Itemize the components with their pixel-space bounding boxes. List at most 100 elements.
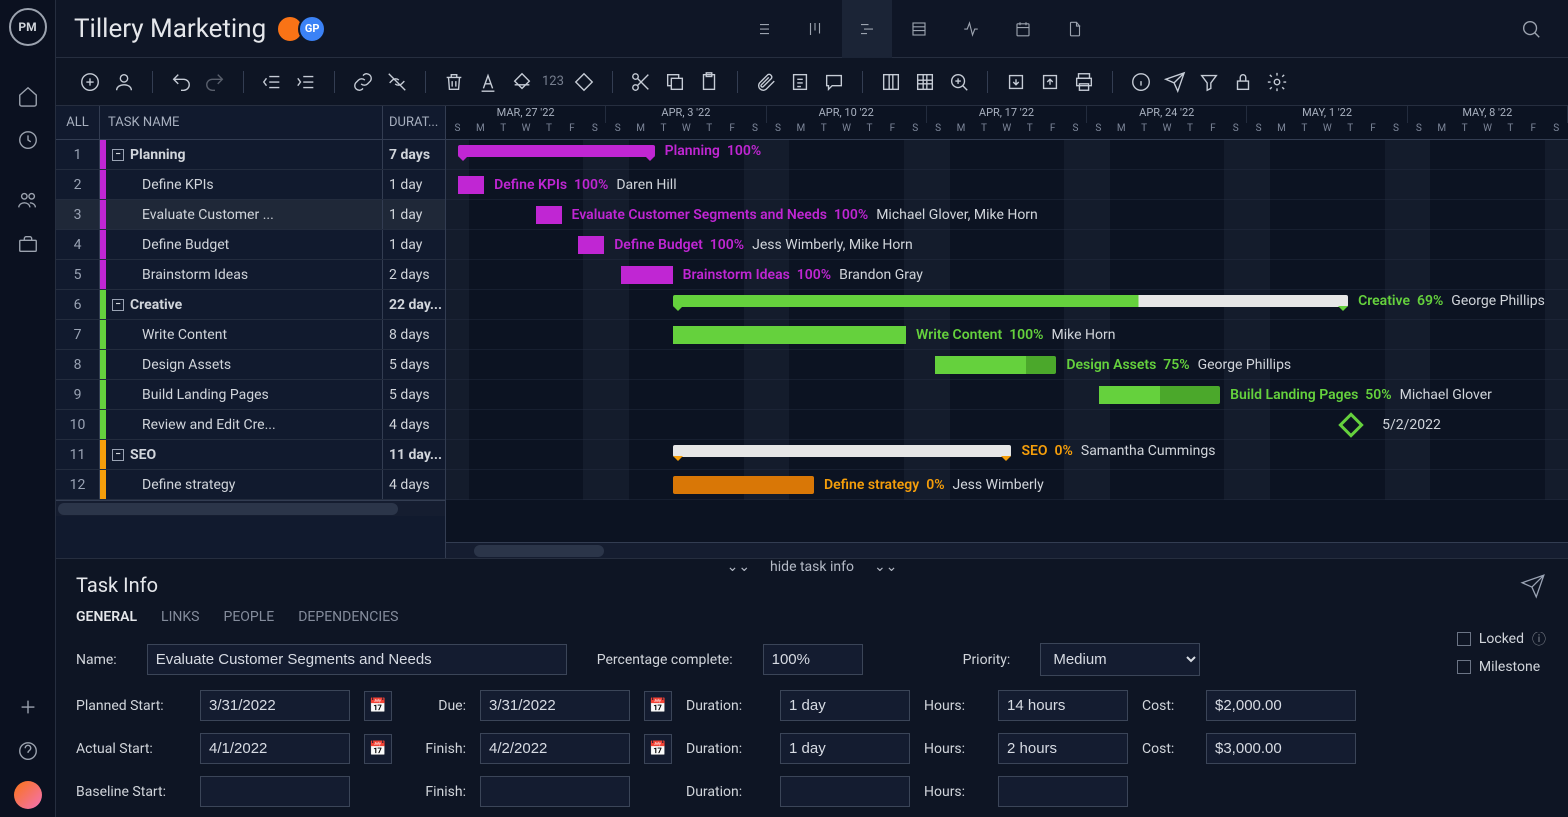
unlink-icon[interactable]: [383, 68, 411, 96]
task-row[interactable]: 11−SEO11 day...: [56, 440, 445, 470]
task-bar[interactable]: Define Budget 100%Jess Wimberly, Mike Ho…: [578, 236, 604, 254]
duration1-input[interactable]: [780, 690, 910, 721]
col-name-header[interactable]: TASK NAME: [100, 106, 383, 139]
view-board-icon[interactable]: [790, 0, 840, 58]
tab-people[interactable]: PEOPLE: [223, 609, 274, 625]
tab-dependencies[interactable]: DEPENDENCIES: [298, 609, 398, 625]
task-row[interactable]: 6−Creative22 day...: [56, 290, 445, 320]
col-all-header[interactable]: ALL: [56, 106, 100, 139]
hide-task-info[interactable]: ⌄⌄ hide task info ⌄⌄: [727, 559, 898, 575]
task-row[interactable]: 5Brainstorm Ideas2 days: [56, 260, 445, 290]
person-icon[interactable]: [110, 68, 138, 96]
home-icon[interactable]: [0, 74, 56, 118]
task-bar[interactable]: Define strategy 0%Jess Wimberly: [673, 476, 814, 494]
due-input[interactable]: [480, 690, 630, 721]
print-icon[interactable]: [1070, 68, 1098, 96]
locked-checkbox[interactable]: Locked ⓘ: [1457, 629, 1546, 649]
cost2-input[interactable]: [1206, 733, 1356, 764]
summary-bar[interactable]: Planning 100%: [458, 145, 654, 157]
cost1-input[interactable]: [1206, 690, 1356, 721]
planned-start-input[interactable]: [200, 690, 350, 721]
hours1-input[interactable]: [998, 690, 1128, 721]
send-panel-icon[interactable]: [1520, 573, 1546, 599]
search-icon[interactable]: [1512, 10, 1550, 48]
avatar[interactable]: GP: [298, 15, 326, 43]
task-row[interactable]: 12Define strategy4 days: [56, 470, 445, 500]
note-icon[interactable]: [786, 68, 814, 96]
baseline-finish-input[interactable]: [480, 776, 630, 807]
task-row[interactable]: 4Define Budget1 day: [56, 230, 445, 260]
timeline-hscrollbar[interactable]: [446, 542, 1568, 558]
lock-icon[interactable]: [1229, 68, 1257, 96]
baseline-start-input[interactable]: [200, 776, 350, 807]
task-row[interactable]: 1−Planning7 days: [56, 140, 445, 170]
attach-icon[interactable]: [752, 68, 780, 96]
grid-icon[interactable]: [911, 68, 939, 96]
view-calendar-icon[interactable]: [998, 0, 1048, 58]
tab-links[interactable]: LINKS: [161, 609, 199, 625]
task-row[interactable]: 10Review and Edit Cre...4 days: [56, 410, 445, 440]
summary-bar[interactable]: Creative 69%George Phillips: [673, 295, 1348, 307]
calendar-icon[interactable]: 📅: [364, 734, 392, 764]
milestone-checkbox[interactable]: Milestone: [1457, 659, 1546, 675]
send-icon[interactable]: [1161, 68, 1189, 96]
calendar-icon[interactable]: 📅: [644, 691, 672, 721]
text-format-icon[interactable]: [474, 68, 502, 96]
calendar-icon[interactable]: 📅: [364, 691, 392, 721]
task-bar[interactable]: Define KPIs 100%Daren Hill: [458, 176, 484, 194]
undo-icon[interactable]: [167, 68, 195, 96]
task-bar[interactable]: Evaluate Customer Segments and Needs 100…: [536, 206, 562, 224]
redo-icon[interactable]: [201, 68, 229, 96]
task-row[interactable]: 3Evaluate Customer ...1 day: [56, 200, 445, 230]
finish-input[interactable]: [480, 733, 630, 764]
view-list-icon[interactable]: [738, 0, 788, 58]
view-file-icon[interactable]: [1050, 0, 1100, 58]
info-icon[interactable]: [1127, 68, 1155, 96]
milestone-marker[interactable]: [1339, 412, 1364, 437]
help-icon[interactable]: [0, 729, 56, 773]
pct-input[interactable]: [763, 644, 863, 675]
link-icon[interactable]: [349, 68, 377, 96]
priority-select[interactable]: Medium: [1040, 643, 1200, 676]
calendar-icon[interactable]: 📅: [644, 734, 672, 764]
comment-icon[interactable]: [820, 68, 848, 96]
view-gantt-icon[interactable]: [842, 0, 892, 58]
duration2-input[interactable]: [780, 733, 910, 764]
table-hscrollbar[interactable]: [56, 500, 445, 516]
task-row[interactable]: 7Write Content8 days: [56, 320, 445, 350]
hours3-input[interactable]: [998, 776, 1128, 807]
import-icon[interactable]: [1002, 68, 1030, 96]
export-icon[interactable]: [1036, 68, 1064, 96]
task-row[interactable]: 8Design Assets5 days: [56, 350, 445, 380]
settings-icon[interactable]: [1263, 68, 1291, 96]
task-bar[interactable]: Build Landing Pages 50%Michael Glover: [1099, 386, 1220, 404]
task-bar[interactable]: Design Assets 75%George Phillips: [935, 356, 1056, 374]
zoom-icon[interactable]: [945, 68, 973, 96]
tab-general[interactable]: GENERAL: [76, 609, 137, 625]
paint-icon[interactable]: [508, 68, 536, 96]
logo[interactable]: PM: [9, 8, 47, 46]
clock-icon[interactable]: [0, 118, 56, 162]
duration3-input[interactable]: [780, 776, 910, 807]
hours2-input[interactable]: [998, 733, 1128, 764]
paste-icon[interactable]: [695, 68, 723, 96]
task-bar[interactable]: Write Content 100%Mike Horn: [673, 326, 906, 344]
add-icon[interactable]: [76, 68, 104, 96]
user-avatar-icon[interactable]: [0, 773, 56, 817]
task-row[interactable]: 2Define KPIs1 day: [56, 170, 445, 200]
actual-start-input[interactable]: [200, 733, 350, 764]
name-input[interactable]: [147, 644, 567, 675]
task-row[interactable]: 9Build Landing Pages5 days: [56, 380, 445, 410]
diamond-icon[interactable]: [570, 68, 598, 96]
filter-icon[interactable]: [1195, 68, 1223, 96]
task-bar[interactable]: Brainstorm Ideas 100%Brandon Gray: [621, 266, 673, 284]
outdent-icon[interactable]: [258, 68, 286, 96]
avatars[interactable]: GP: [282, 15, 326, 43]
cut-icon[interactable]: [627, 68, 655, 96]
copy-icon[interactable]: [661, 68, 689, 96]
team-icon[interactable]: [0, 178, 56, 222]
view-sheet-icon[interactable]: [894, 0, 944, 58]
col-duration-header[interactable]: DURAT...: [383, 106, 445, 139]
trash-icon[interactable]: [440, 68, 468, 96]
summary-bar[interactable]: SEO 0%Samantha Cummings: [673, 445, 1012, 457]
